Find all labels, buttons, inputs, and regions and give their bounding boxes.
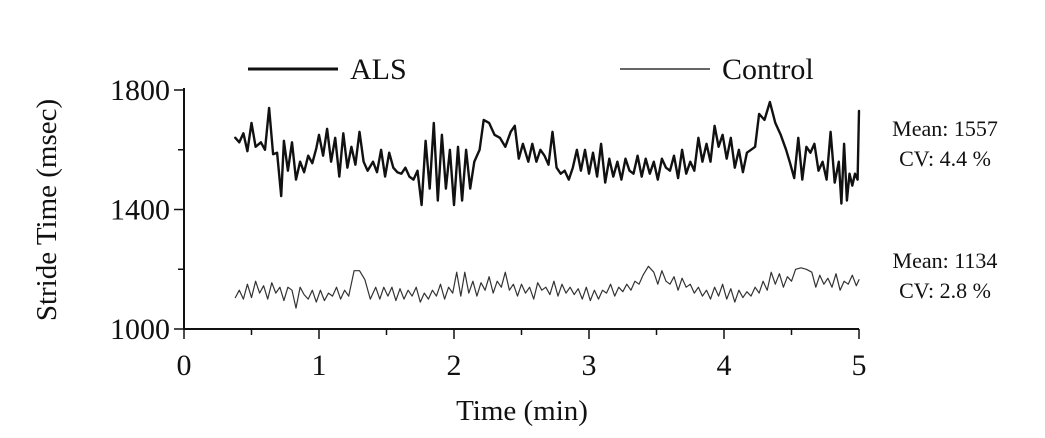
x-tick-label: 2	[447, 349, 462, 382]
x-tick-label: 3	[582, 349, 597, 382]
stats-als-cv: CV: 4.4 %	[899, 146, 991, 171]
stats-control-cv: CV: 2.8 %	[899, 278, 991, 303]
x-tick-label: 1	[312, 349, 327, 382]
stats-als-mean: Mean: 1557	[892, 116, 998, 141]
axes	[174, 88, 860, 339]
legend-label-als: ALS	[350, 53, 407, 86]
x-tick-label: 0	[177, 349, 192, 382]
series-line-control	[234, 265, 860, 309]
series-lines	[234, 100, 861, 309]
x-tick-label: 5	[852, 349, 867, 382]
tick-labels: 1000 1400 1800 0 1 2 3 4 5	[110, 74, 867, 382]
x-axis-title: Time (min)	[456, 395, 588, 427]
legend: ALS Control	[248, 53, 814, 86]
y-tick-label: 1000	[110, 313, 170, 346]
y-tick-label: 1800	[110, 74, 170, 107]
legend-label-control: Control	[722, 53, 814, 86]
stats-control: Mean: 1134 CV: 2.8 %	[893, 248, 998, 303]
x-tick-label: 4	[717, 349, 732, 382]
series-line-als	[234, 100, 861, 207]
stats-control-mean: Mean: 1134	[893, 248, 998, 273]
stats-als: Mean: 1557 CV: 4.4 %	[892, 116, 998, 171]
y-axis-title: Stride Time (msec)	[31, 99, 63, 321]
y-tick-label: 1400	[110, 194, 170, 227]
